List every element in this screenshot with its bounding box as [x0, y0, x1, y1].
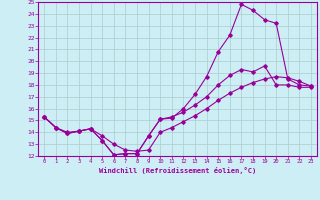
X-axis label: Windchill (Refroidissement éolien,°C): Windchill (Refroidissement éolien,°C) — [99, 167, 256, 174]
